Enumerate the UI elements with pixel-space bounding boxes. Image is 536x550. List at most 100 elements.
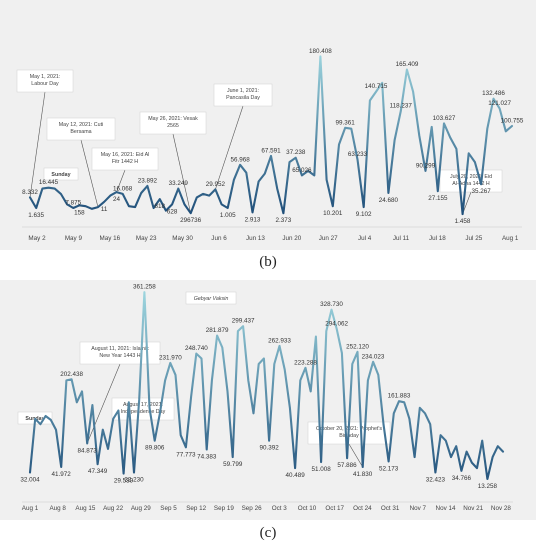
x-tick-label: Jun 20 [282, 235, 301, 242]
x-tick-label: Nov 14 [436, 505, 456, 512]
panel-label-c: (c) [259, 525, 277, 541]
annotation-leader-line [215, 105, 244, 190]
data-label: 74.383 [197, 453, 217, 460]
x-tick-label: Jul 18 [429, 235, 446, 242]
x-tick-label: Oct 10 [298, 505, 317, 512]
annotation-text: May 1, 2021: [30, 74, 61, 80]
data-label: 77.773 [176, 451, 196, 458]
x-tick-label: Sep 19 [214, 505, 234, 512]
data-label: 299.437 [232, 318, 255, 325]
data-label: 99.361 [336, 119, 356, 126]
data-label: 252.120 [346, 343, 369, 350]
annotation-text: Fitr 1442 H [112, 159, 138, 165]
x-tick-label: May 16 [99, 235, 120, 242]
annotation-box [43, 167, 79, 181]
annotation-box [139, 111, 207, 135]
data-label: 52.173 [379, 466, 399, 473]
data-label: 84.873 [78, 447, 98, 454]
panel-label-b: (b) [259, 254, 277, 270]
x-tick-label: Aug 29 [131, 505, 151, 512]
data-label: 234.023 [362, 353, 385, 360]
x-tick-label: Aug 8 [49, 505, 66, 512]
x-tick-label: Oct 3 [272, 505, 288, 512]
data-label: 40.489 [285, 472, 305, 479]
annotation-text: Sunday [51, 172, 70, 178]
data-label: 223.288 [294, 359, 317, 366]
x-tick-label: Aug 22 [103, 505, 123, 512]
x-tick-label: May 23 [136, 235, 157, 242]
annotation-leader-line [116, 169, 126, 193]
x-tick-label: Sep 5 [160, 505, 177, 512]
data-label: 32.423 [426, 476, 446, 483]
data-label: 35.267 [471, 188, 491, 195]
data-label: 281.879 [206, 327, 229, 334]
data-label: 47.349 [88, 468, 108, 475]
data-label: 158 [74, 209, 85, 216]
annotation-box [46, 117, 116, 141]
data-label: 32.230 [124, 476, 144, 483]
annotation-leader-line [80, 139, 99, 208]
data-label: 103.627 [433, 115, 456, 122]
x-tick-label: May 2 [28, 235, 46, 242]
data-label: 1.635 [28, 212, 44, 219]
annotation-box [16, 69, 74, 93]
data-label: 328.730 [320, 301, 343, 308]
data-label: 63.233 [348, 151, 368, 158]
x-tick-label: Aug 1 [22, 505, 39, 512]
data-label: 24.680 [379, 197, 399, 204]
x-tick-label: Jun 13 [246, 235, 265, 242]
data-label: 16.068 [113, 185, 133, 192]
chart-b: May 1, 2021:Labour Day May 12, 2021: Cuti… [16, 48, 524, 242]
data-label: 140.715 [365, 83, 388, 90]
annotation-text: 2565 [167, 123, 179, 129]
data-label: 7.875 [65, 199, 81, 206]
annotation-box [185, 291, 237, 305]
annotation-text: May 26, 2021: Vesak [148, 116, 198, 122]
data-label: 16.445 [39, 179, 59, 186]
data-label: 11 [101, 206, 108, 213]
data-label: 89.806 [145, 445, 165, 452]
annotation-text: Gebyar Vaksin [194, 296, 229, 302]
annotation-box [213, 83, 273, 107]
data-label: 361.258 [133, 284, 156, 291]
annotation-text: August 17, 2021: [123, 402, 163, 408]
data-label: 2.913 [245, 216, 261, 223]
annotation-text: Al-Adha 1442 H [452, 181, 490, 187]
data-label: 33.249 [169, 180, 189, 187]
annotation-text: Labour Day [31, 81, 59, 87]
data-label: 2.373 [275, 217, 291, 224]
data-label: 180.408 [309, 48, 332, 55]
annotation-leader-line [86, 363, 121, 444]
data-label: 296736 [180, 217, 202, 224]
data-label: 1.458 [455, 218, 471, 225]
x-tick-label: May 9 [65, 235, 83, 242]
data-label: 24 [113, 196, 121, 203]
x-tick-label: Oct 24 [353, 505, 372, 512]
data-label: 165.409 [396, 61, 419, 68]
data-label: 8.332 [22, 189, 38, 196]
annotation-text: Bersama [70, 129, 91, 135]
data-label: 248.740 [185, 345, 208, 352]
annotation-text: New Year 1443 H [99, 353, 140, 359]
data-label: 29.539 [114, 478, 134, 485]
annotation-box [439, 169, 503, 193]
data-label: 27.155 [428, 195, 448, 202]
data-label: 90.299 [416, 162, 436, 169]
x-tick-label: Aug 15 [75, 505, 95, 512]
data-label: 118.237 [390, 103, 413, 110]
data-label: 34.766 [452, 475, 472, 482]
data-label: 132.486 [482, 90, 505, 97]
x-tick-label: Nov 21 [463, 505, 483, 512]
x-tick-label: Jul 25 [465, 235, 482, 242]
data-label: 57.886 [337, 462, 357, 469]
annotation-text: May 12, 2021: Cuti [59, 122, 103, 128]
x-tick-label: Jun 27 [319, 235, 338, 242]
annotation-text: May 16, 2021: Eid Al [101, 152, 150, 158]
annotation-leader-line [29, 91, 46, 198]
data-label: 121.027 [488, 100, 511, 107]
data-label: 90.392 [259, 445, 279, 452]
x-tick-label: Jul 4 [358, 235, 372, 242]
data-label: 51.008 [311, 466, 331, 473]
